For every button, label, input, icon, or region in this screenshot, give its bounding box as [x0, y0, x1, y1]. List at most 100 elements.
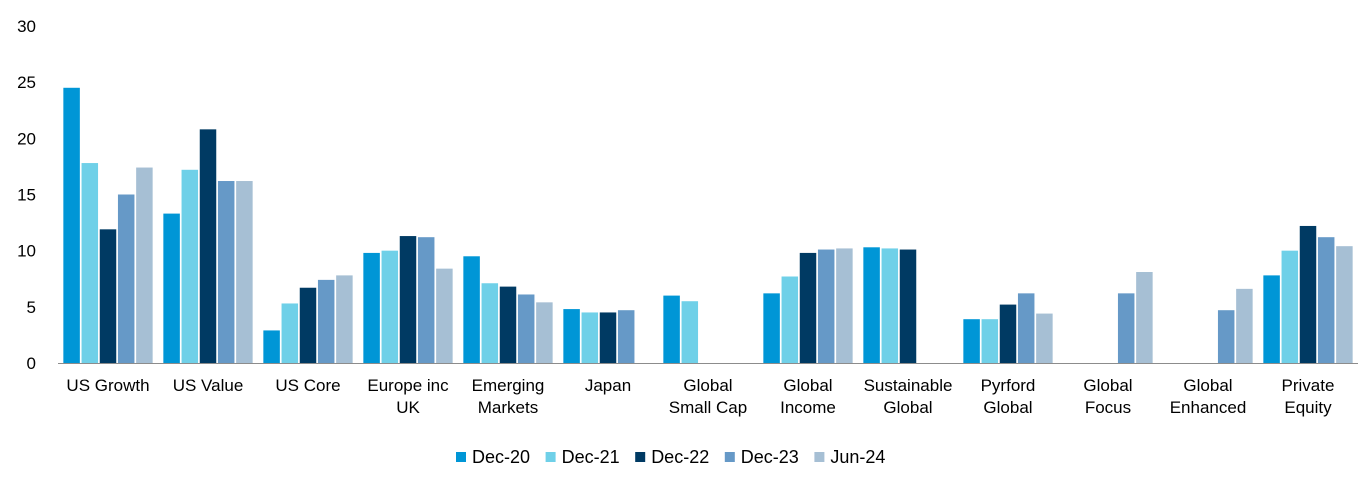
bar-dec-23-11: [1217, 310, 1235, 363]
bar-jun-24-4: [536, 302, 553, 363]
bar-dec-21-4: [481, 283, 499, 363]
y-tick-label: 10: [17, 242, 36, 261]
x-tick-label: Pyrford: [981, 376, 1036, 395]
legend: Dec-20 Dec-21 Dec-22 Dec-23 Jun-24: [456, 447, 885, 467]
bar-dec-22-7: [799, 252, 817, 363]
bar-dec-23-1: [217, 181, 235, 363]
x-tick-label: Private: [1282, 376, 1335, 395]
legend-label: Dec-22: [651, 447, 709, 467]
x-tick-label: Income: [780, 398, 836, 417]
bar-dec-21-9: [981, 319, 999, 363]
bar-dec-23-5: [617, 310, 635, 363]
bars-group: [63, 87, 1353, 364]
x-tick-label: Sustainable: [864, 376, 953, 395]
bar-dec-22-0: [99, 229, 117, 363]
bar-jun-24-7: [836, 248, 853, 363]
legend-swatch: [545, 452, 556, 462]
y-tick-label: 20: [17, 129, 36, 148]
x-tick-label: US Core: [275, 376, 340, 395]
bar-dec-21-12: [1281, 250, 1299, 363]
y-tick-label: 30: [17, 17, 36, 36]
bar-dec-22-12: [1299, 225, 1317, 363]
bar-dec-20-1: [163, 213, 180, 363]
x-tick-label: Japan: [585, 376, 631, 395]
x-axis-labels: US Growth US Value US Core Europe inc UK Emer…: [66, 376, 1334, 417]
legend-swatch: [814, 452, 825, 462]
bar-jun-24-1: [236, 181, 253, 363]
bar-dec-20-8: [863, 247, 880, 363]
legend-item: Dec-23: [724, 447, 799, 467]
x-tick-label: Global: [1183, 376, 1232, 395]
x-tick-label: Global: [1083, 376, 1132, 395]
y-axis: 0 5 10 15 20 25 30: [17, 17, 36, 373]
legend-swatch: [635, 452, 646, 462]
x-tick-label: Global: [683, 376, 732, 395]
bar-dec-23-9: [1017, 293, 1035, 363]
y-tick-label: 15: [17, 186, 36, 205]
y-tick-label: 25: [17, 73, 36, 92]
bar-dec-20-6: [663, 295, 680, 363]
bar-dec-22-5: [599, 312, 617, 363]
bar-jun-24-12: [1336, 246, 1353, 363]
legend-item: Dec-20: [456, 447, 530, 467]
bar-jun-24-9: [1036, 313, 1053, 363]
x-tick-label: Markets: [478, 398, 538, 417]
bar-dec-21-0: [81, 163, 99, 363]
bar-jun-24-3: [436, 268, 453, 363]
bar-dec-21-8: [881, 248, 899, 363]
bar-jun-24-2: [336, 275, 353, 363]
x-tick-label: Emerging: [472, 376, 545, 395]
bar-dec-20-3: [363, 252, 380, 363]
x-tick-label: Europe inc: [367, 376, 449, 395]
bar-dec-23-0: [117, 194, 135, 363]
x-tick-label: Focus: [1085, 398, 1131, 417]
bar-dec-23-12: [1317, 237, 1335, 363]
bar-dec-20-12: [1263, 275, 1280, 363]
x-tick-label: US Growth: [66, 376, 149, 395]
bar-dec-20-7: [763, 293, 780, 363]
legend-swatch: [456, 452, 466, 462]
x-tick-label: Equity: [1284, 398, 1332, 417]
x-tick-label: US Value: [173, 376, 244, 395]
bar-jun-24-11: [1236, 288, 1253, 363]
bar-dec-22-4: [499, 286, 517, 363]
y-tick-label: 5: [27, 298, 36, 317]
legend-label: Dec-23: [741, 447, 799, 467]
x-tick-label: Global: [983, 398, 1032, 417]
bar-dec-20-4: [463, 256, 480, 363]
bar-dec-23-2: [317, 279, 335, 363]
bar-dec-20-5: [563, 309, 580, 363]
x-tick-label: UK: [396, 398, 420, 417]
legend-label: Dec-20: [472, 447, 530, 467]
legend-item: Dec-22: [635, 447, 709, 467]
y-tick-label: 0: [27, 354, 36, 373]
bar-jun-24-0: [136, 167, 153, 363]
legend-label: Dec-21: [562, 447, 620, 467]
legend-label: Jun-24: [830, 447, 885, 467]
bar-dec-23-4: [517, 294, 535, 363]
legend-swatch: [724, 452, 735, 462]
bar-dec-22-2: [299, 287, 317, 363]
bar-dec-22-3: [399, 236, 417, 363]
x-tick-label: Global: [783, 376, 832, 395]
legend-item: Dec-21: [545, 447, 620, 467]
bar-dec-21-7: [781, 276, 799, 363]
legend-item: Jun-24: [814, 447, 885, 467]
bar-dec-20-9: [963, 319, 980, 363]
bar-dec-21-6: [681, 301, 699, 363]
bar-dec-22-1: [199, 129, 217, 363]
x-tick-label: Global: [883, 398, 932, 417]
bar-dec-21-2: [281, 303, 299, 363]
bar-dec-22-9: [999, 304, 1017, 363]
bar-dec-20-0: [63, 87, 80, 364]
bar-dec-21-3: [381, 250, 399, 363]
bar-dec-23-7: [817, 249, 835, 363]
bar-dec-23-10: [1117, 293, 1135, 363]
bar-dec-20-2: [263, 330, 280, 363]
bar-dec-22-8: [899, 249, 917, 363]
x-tick-label: Enhanced: [1170, 398, 1247, 417]
bar-dec-21-5: [581, 312, 599, 363]
bar-jun-24-10: [1136, 272, 1153, 363]
